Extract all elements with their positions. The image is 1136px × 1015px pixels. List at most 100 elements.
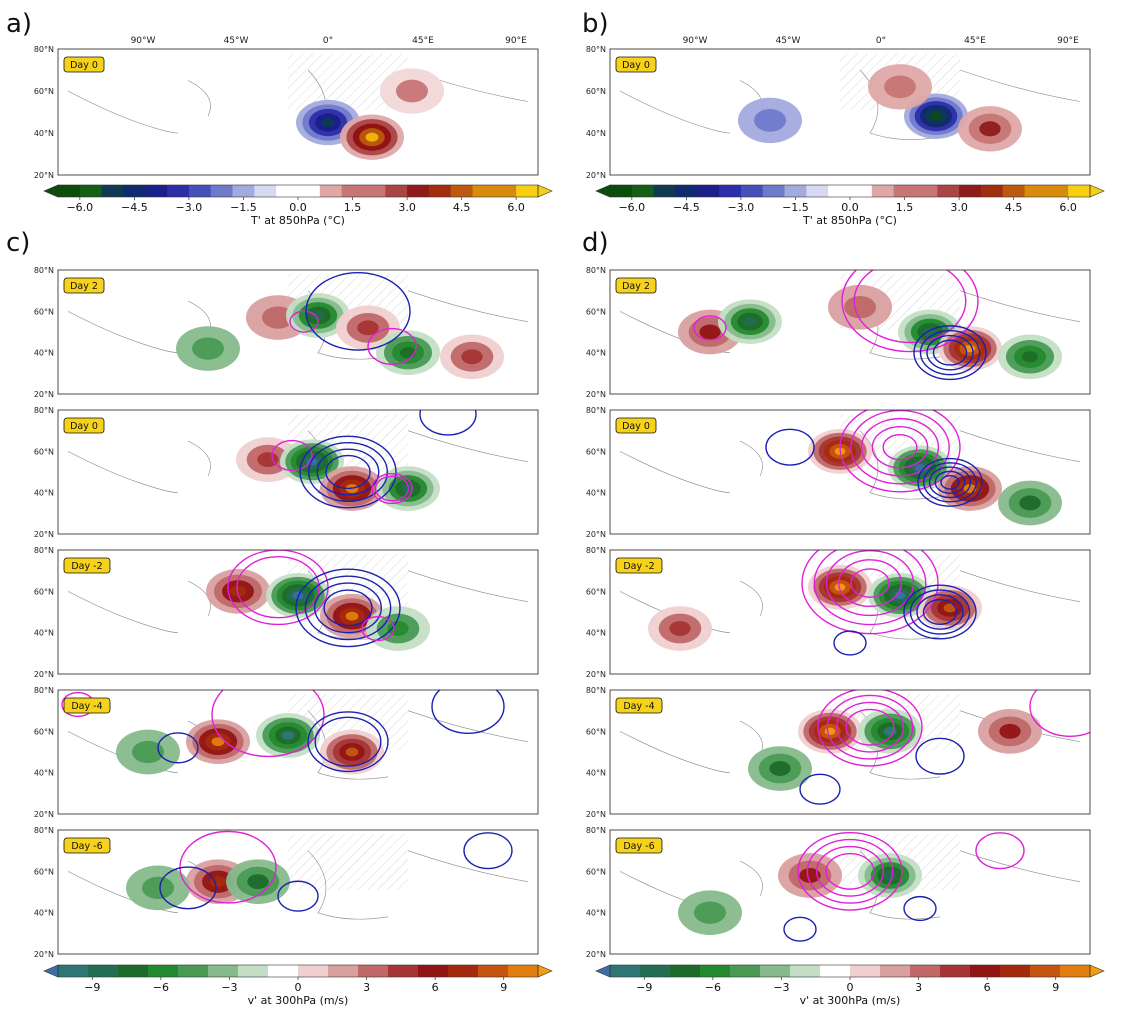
colorbar-label: T' at 850hPa (°C) bbox=[802, 214, 897, 227]
map-body bbox=[58, 410, 538, 534]
map-panel-d-row2: 80°N 60°N 40°N 20°N Day 0 bbox=[586, 406, 1091, 539]
colorbar-segment bbox=[232, 185, 255, 197]
colorbar-tick-label: −1.5 bbox=[782, 201, 809, 214]
colorbar-label: v' at 300hPa (m/s) bbox=[248, 994, 349, 1007]
colorbar-wind-c: −9 −6 −3 0 3 6 9 bbox=[43, 964, 553, 994]
contour-negative bbox=[940, 474, 960, 490]
colorbar-segment bbox=[167, 185, 190, 197]
day-badge-label: Day -6 bbox=[71, 841, 102, 852]
contour-positive bbox=[813, 550, 927, 626]
lon-tick: 45°E bbox=[964, 36, 986, 46]
day-badge-box bbox=[63, 557, 111, 574]
contour-positive bbox=[1029, 690, 1090, 737]
colorbar-segment bbox=[254, 185, 277, 197]
anomaly-blob bbox=[883, 871, 897, 880]
map-frame bbox=[609, 409, 1091, 535]
contour-negative bbox=[277, 880, 319, 912]
lat-tick: 80°N bbox=[34, 406, 54, 415]
day-badge-box bbox=[63, 277, 105, 294]
contour-positive bbox=[882, 434, 918, 461]
contour-negative bbox=[915, 737, 965, 775]
colorbar-segment bbox=[670, 965, 701, 977]
contour-positive bbox=[853, 270, 967, 344]
map-frame bbox=[57, 269, 539, 395]
lat-tick: 20°N bbox=[586, 530, 606, 539]
lat-tick: 80°N bbox=[586, 686, 606, 695]
map-frame bbox=[57, 549, 539, 675]
colorbar-segment bbox=[188, 185, 212, 197]
contour-positive bbox=[227, 550, 329, 626]
colorbar-tick-label: 4.5 bbox=[453, 201, 471, 214]
colorbar-segment bbox=[123, 185, 146, 197]
map-frame bbox=[609, 48, 1091, 176]
colorbar-segment bbox=[762, 185, 786, 197]
coastline bbox=[67, 290, 529, 360]
coastline bbox=[619, 430, 1081, 500]
map-frame bbox=[609, 269, 1091, 395]
contour-negative bbox=[316, 448, 380, 496]
lat-tick: 60°N bbox=[34, 87, 54, 96]
lat-tick: 20°N bbox=[586, 810, 606, 819]
map-frame bbox=[609, 689, 1091, 815]
contour-negative bbox=[923, 462, 977, 503]
lat-tick: 40°N bbox=[34, 129, 54, 138]
day-badge-box bbox=[615, 277, 657, 294]
contour-negative bbox=[833, 630, 867, 656]
lon-tick: 90°E bbox=[1057, 36, 1079, 46]
anomaly-blob bbox=[999, 723, 1021, 739]
colorbar-tick-label: 0 bbox=[295, 981, 302, 994]
contour-negative bbox=[916, 594, 964, 630]
colorbar-segment bbox=[610, 965, 641, 977]
anomaly-blob bbox=[396, 79, 428, 103]
contour-negative bbox=[917, 457, 983, 507]
colorbar-tick-label: −6 bbox=[705, 981, 721, 994]
contour-positive bbox=[817, 690, 923, 767]
contour-negative bbox=[922, 598, 958, 626]
colorbar-tick-label: −1.5 bbox=[230, 201, 257, 214]
colorbar-segment bbox=[640, 965, 671, 977]
colorbar-segment bbox=[208, 965, 239, 977]
anomaly-blob bbox=[400, 347, 416, 359]
colorbar-tick-label: 3.0 bbox=[950, 201, 968, 214]
map-body bbox=[610, 550, 1090, 674]
lat-tick: 60°N bbox=[586, 727, 606, 736]
colorbar-segment bbox=[385, 185, 408, 197]
day-badge: Day 0 bbox=[63, 417, 105, 434]
colorbar-segment bbox=[101, 185, 124, 197]
day-badge: Day -6 bbox=[63, 837, 111, 854]
lat-tick: 40°N bbox=[34, 769, 54, 778]
colorbar-tick-label: −3 bbox=[773, 981, 789, 994]
colorbar-segment bbox=[910, 965, 941, 977]
map-panel-c-row2: 80°N 60°N 40°N 20°N Day 0 bbox=[34, 406, 539, 539]
day-badge-label: Day -4 bbox=[71, 701, 102, 712]
colorbar-segment bbox=[298, 965, 329, 977]
colorbar-segment bbox=[760, 965, 791, 977]
colorbar-segment bbox=[700, 965, 731, 977]
colorbar-segment bbox=[850, 185, 873, 197]
contour-negative bbox=[159, 866, 217, 910]
lat-tick: 60°N bbox=[586, 587, 606, 596]
anomaly-blob bbox=[321, 117, 335, 128]
contour-positive bbox=[836, 701, 904, 753]
panel-letter-d: d) bbox=[582, 228, 609, 258]
day-badge: Day -4 bbox=[63, 697, 111, 714]
colorbar-segment bbox=[1030, 965, 1061, 977]
coastline bbox=[67, 430, 529, 500]
lat-tick: 80°N bbox=[586, 546, 606, 555]
contour-positive bbox=[797, 831, 903, 911]
anomaly-blob bbox=[799, 868, 821, 883]
contour-positive bbox=[361, 615, 395, 642]
colorbar-tick-label: −4.5 bbox=[673, 201, 700, 214]
lon-tick: 45°W bbox=[776, 36, 801, 46]
contour-negative bbox=[783, 916, 817, 942]
lat-tick: 60°N bbox=[586, 447, 606, 456]
contour-negative bbox=[903, 584, 977, 640]
colorbar-segment bbox=[730, 965, 761, 977]
anomaly-blob bbox=[769, 761, 791, 776]
contour-positive bbox=[693, 315, 727, 341]
colorbar-segment bbox=[341, 185, 364, 197]
contour-positive bbox=[825, 550, 915, 617]
lat-tick: 80°N bbox=[586, 406, 606, 415]
colorbar-tick-label: −6.0 bbox=[66, 201, 93, 214]
colorbar-segment bbox=[428, 185, 452, 197]
